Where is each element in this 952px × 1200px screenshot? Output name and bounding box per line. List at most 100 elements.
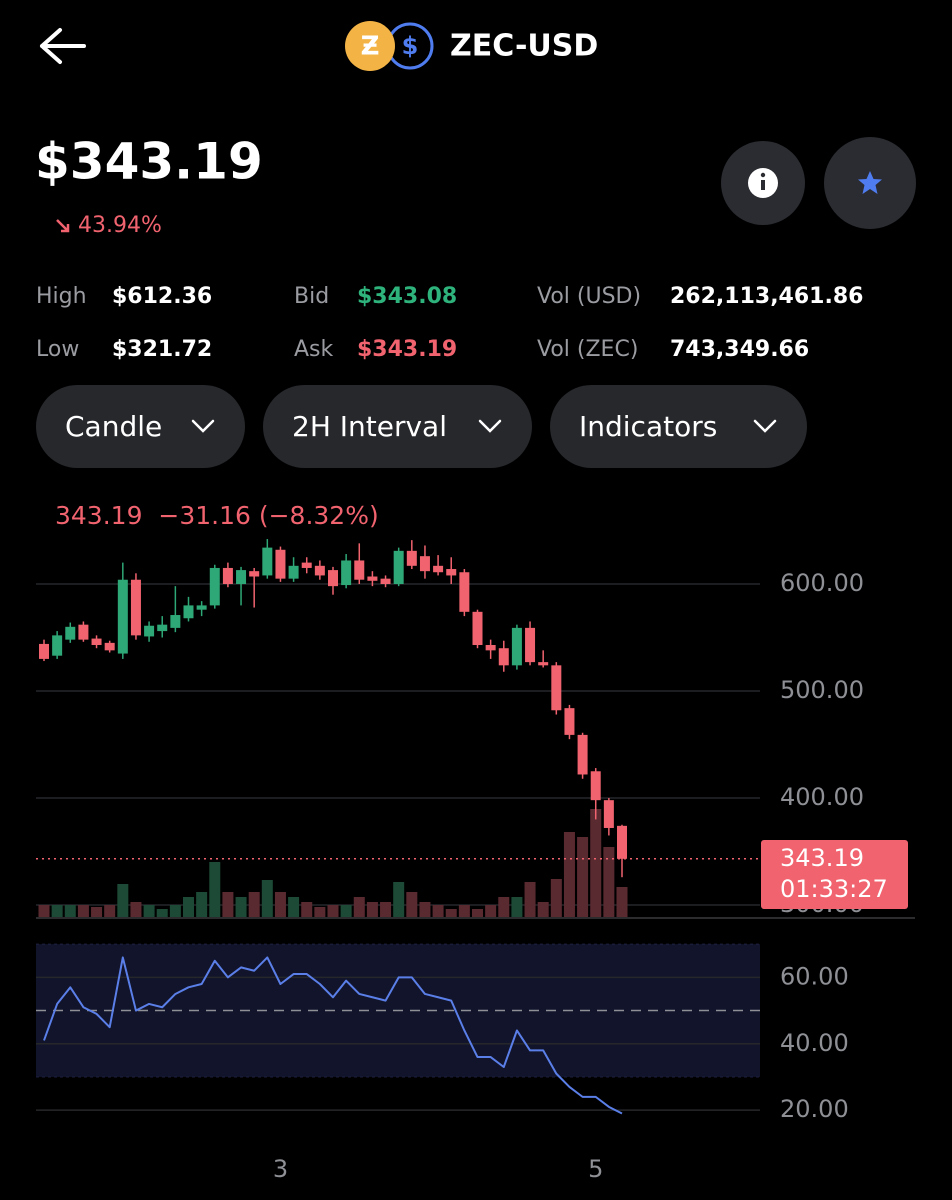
volume-bar [524,882,536,917]
candle-body [393,550,404,585]
candle-body [328,570,338,587]
candle-body [367,576,378,581]
volume-bar [577,837,589,917]
stat-value: 262,113,461.86 [670,284,863,309]
price-tag-countdown: 01:33:27 [780,875,888,903]
stat-value: $343.08 [357,284,457,309]
stat-value: $343.19 [357,337,457,362]
candle-body [485,644,496,651]
volume-bar [143,905,155,917]
rsi-line [43,956,623,1115]
candle-body [104,642,115,651]
volume-bar [64,905,76,917]
volume-bar [301,902,313,917]
candle-body [91,638,102,645]
candle-body [117,579,128,654]
volume-bar [590,809,602,917]
stat-value: 743,349.66 [670,337,809,362]
volume-bar [353,897,365,917]
volume-bar [91,907,103,917]
volume-bar [104,905,116,917]
x-tick-label: 3 [273,1155,288,1183]
volume-bar [393,882,405,917]
candle-body [511,627,522,666]
candle-body [183,605,194,619]
volume-bar [196,892,208,917]
volume-bar [117,884,129,917]
controls: Candle 2H Interval Indicators [36,385,807,468]
price: $343.19 [35,133,263,191]
volume-bar [288,897,300,917]
dropdown-bg [550,385,807,468]
x-tick-label: 5 [588,1155,603,1183]
candle-body [288,565,299,579]
volume-bar [222,892,234,917]
candle-body [157,624,168,632]
dropdown-label: 2H Interval [292,410,447,443]
star-icon [858,171,882,194]
candle-body [525,627,536,663]
candle-body [498,648,509,666]
dropdown-button[interactable]: Indicators [550,385,807,468]
chevron [191,419,215,433]
stat-label: Bid [294,284,329,309]
pair-title: ZEC-USD [450,29,598,64]
volume-bar [130,902,142,917]
info-button[interactable] [721,141,805,225]
dropdown-bg [36,385,245,468]
candle-body [433,565,444,573]
volume-bar [366,902,378,917]
candle-body [52,635,63,656]
favorite-button[interactable] [824,137,916,229]
candle-body [39,643,49,659]
back-arrow [40,28,86,64]
candle-body [275,549,286,579]
volume-bar [445,909,457,917]
volume-bar [472,909,483,917]
candle-body [419,556,430,572]
candle-body [446,569,457,576]
candle-body [314,565,325,576]
stat-value: $612.36 [112,284,212,309]
candle-body [222,567,233,585]
volume-bar [248,892,260,917]
price-tag [761,840,908,909]
info-icon-dot [760,172,766,178]
candle-body [551,665,562,711]
volume-bar [511,897,523,917]
volume-bar [563,832,575,917]
candle-body [78,624,89,640]
volume-bar [419,902,431,917]
candle-body [301,562,312,568]
dropdown-button[interactable]: 2H Interval [263,385,532,468]
candle-body [236,570,247,585]
y-tick-label: 60.00 [780,962,849,990]
base-logo-glyph: Ƶ [361,32,380,62]
candle-body [196,605,207,610]
volume-bar [38,905,50,917]
volume-bar [550,879,562,917]
volume-bar [327,905,339,917]
back-button[interactable] [40,28,86,64]
dropdown-button[interactable]: Candle [36,385,245,468]
candle-body [354,560,365,580]
volume-bar [432,905,444,917]
volume-bar [458,905,470,917]
candle-body [249,571,260,577]
volume-bar [209,862,221,917]
volume-bar [274,892,286,917]
candle-body [617,825,627,859]
base-logo [345,21,395,71]
y-tick-label: 40.00 [780,1029,849,1057]
volume-bar [314,907,326,917]
down-arrow [56,219,70,233]
candle-body [130,579,141,636]
volume-bar [485,905,497,917]
ohlc-readout: 343.19 −31.16 (−8.32%) [55,501,379,530]
y-tick-label: 400.00 [780,783,864,811]
volume-bar [156,909,168,917]
dropdown-bg [263,385,532,468]
change: 43.94% [78,213,162,238]
candle-body [406,550,417,566]
